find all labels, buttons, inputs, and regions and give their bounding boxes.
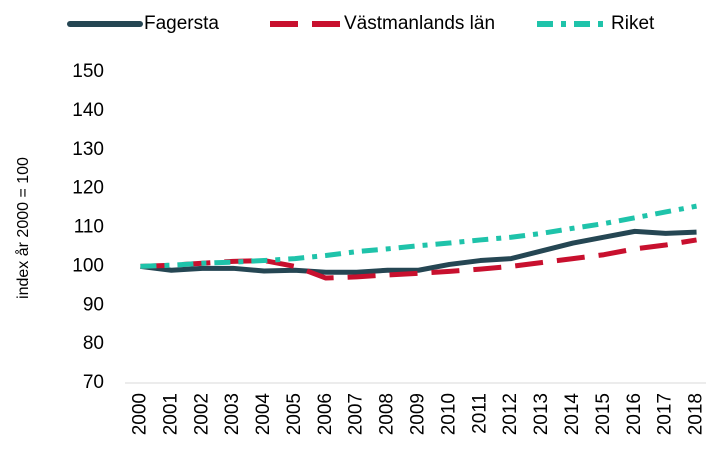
x-tick-label: 2017 — [655, 393, 676, 435]
x-tick-label: 2009 — [408, 393, 429, 435]
legend-label: Riket — [611, 13, 655, 34]
legend-label: Västmanlands län — [344, 13, 495, 34]
x-tick-label: 2008 — [377, 393, 398, 435]
x-tick-label: 2004 — [253, 393, 274, 436]
x-tick-label: 2003 — [222, 393, 243, 435]
x-tick-label: 2012 — [500, 393, 521, 435]
y-tick-label: 110 — [74, 217, 104, 238]
x-tick-label: 2013 — [531, 393, 552, 435]
x-tick-label: 2001 — [160, 393, 181, 435]
y-tick-label: 130 — [72, 139, 104, 160]
series-line — [140, 237, 697, 281]
x-tick-label: 2010 — [438, 393, 459, 435]
y-tick-label: 70 — [83, 372, 104, 393]
x-tick-label: 2006 — [315, 393, 336, 435]
x-tick-label: 2015 — [593, 393, 614, 435]
x-tick-label: 2007 — [346, 393, 367, 435]
y-tick-label: 120 — [72, 178, 104, 199]
y-axis-label: index år 2000 = 100 — [14, 157, 32, 299]
y-tick-label: 140 — [72, 100, 104, 121]
y-tick-label: 80 — [83, 333, 104, 354]
x-tick-label: 2016 — [624, 393, 645, 435]
x-tick-label: 2000 — [129, 393, 150, 435]
x-tick-label: 2002 — [191, 393, 212, 435]
y-tick-label: 150 — [72, 61, 104, 82]
x-tick-label: 2011 — [469, 393, 490, 434]
legend-label: Fagersta — [144, 13, 219, 34]
x-tick-label: 2018 — [686, 393, 707, 435]
y-tick-label: 90 — [83, 294, 104, 315]
x-tick-label: 2005 — [284, 393, 305, 435]
series-line — [140, 228, 697, 275]
x-tick-label: 2014 — [562, 393, 583, 436]
y-tick-label: 100 — [72, 255, 104, 276]
